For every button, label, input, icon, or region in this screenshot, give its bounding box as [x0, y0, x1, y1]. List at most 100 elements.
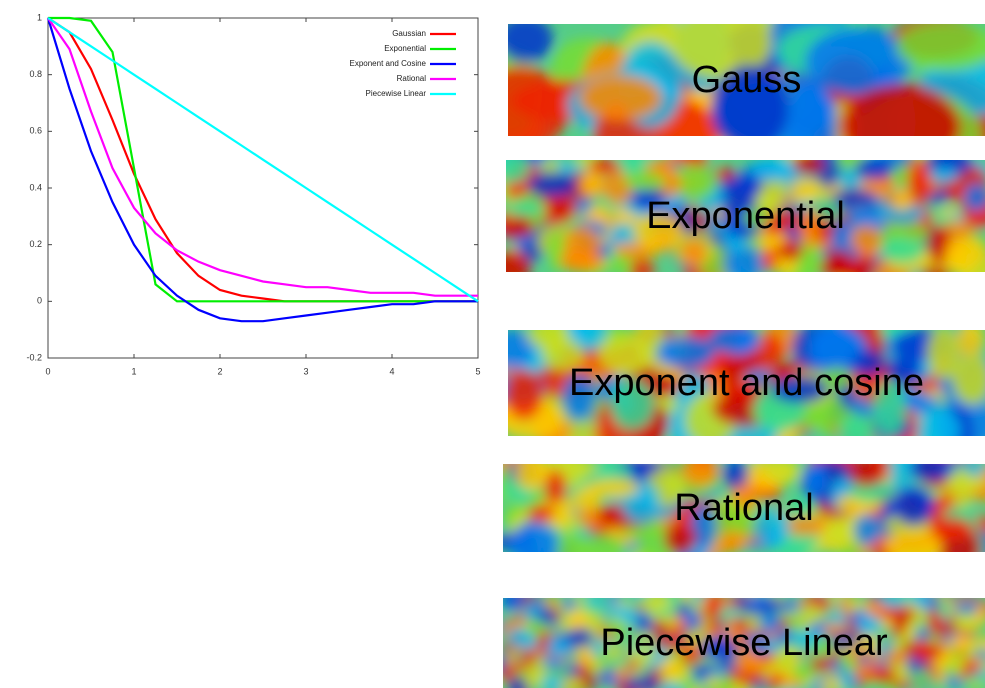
blob [503, 593, 529, 604]
blob [551, 200, 573, 216]
blob [765, 457, 801, 484]
panel: Piecewise Linear [493, 589, 985, 688]
blob [885, 650, 908, 664]
legend-label: Piecewise Linear [366, 89, 427, 98]
panel: Gauss [472, 0, 985, 180]
blob [865, 669, 890, 678]
blob [508, 627, 531, 647]
y-tick-label: 0 [37, 296, 42, 306]
blob [880, 238, 925, 264]
blob [840, 85, 961, 169]
blob [580, 172, 603, 197]
blob [579, 603, 602, 612]
blob [951, 638, 978, 648]
panel: Exponential [486, 141, 985, 288]
blob [667, 592, 683, 606]
blob [629, 259, 655, 282]
blob [498, 150, 530, 184]
blob [559, 249, 604, 273]
legend-label: Exponent and Cosine [350, 59, 427, 68]
panel-label: Piecewise Linear [600, 622, 888, 664]
blob [945, 238, 985, 271]
blob [913, 640, 934, 663]
blob [778, 242, 804, 261]
blob [706, 594, 723, 616]
y-tick-label: 1 [37, 12, 42, 22]
blob [879, 594, 907, 607]
blob [527, 504, 554, 522]
blob [937, 600, 952, 614]
blob [855, 157, 894, 180]
y-tick-label: 0.4 [29, 182, 42, 192]
blob [824, 249, 853, 273]
blob [749, 157, 795, 181]
blob [709, 324, 761, 354]
blob [894, 486, 933, 526]
blob [757, 594, 773, 603]
blob [601, 674, 619, 684]
y-tick-label: 0.2 [29, 239, 42, 249]
blob [930, 518, 973, 542]
blob [546, 638, 572, 656]
page: -0.200.20.40.60.81012345GaussianExponent… [0, 0, 985, 688]
blob [579, 534, 624, 564]
panel: Exponent and cosine [481, 311, 985, 460]
panel: Rational [485, 443, 985, 571]
blob [935, 638, 947, 649]
blob [893, 607, 915, 623]
blob [569, 627, 593, 647]
blob [957, 321, 984, 358]
blob [579, 75, 661, 120]
blob [509, 522, 558, 566]
blob [950, 468, 973, 509]
x-tick-label: 5 [475, 366, 480, 376]
blob [928, 167, 958, 183]
blob [791, 153, 824, 174]
x-tick-label: 3 [303, 366, 308, 376]
blob [951, 657, 964, 671]
blob [486, 251, 531, 285]
x-tick-label: 0 [45, 366, 50, 376]
x-tick-label: 1 [131, 366, 136, 376]
blob [498, 16, 552, 63]
x-tick-label: 4 [389, 366, 394, 376]
blob [491, 329, 534, 369]
blob [515, 454, 549, 491]
blob [909, 454, 953, 482]
blob [544, 657, 563, 669]
blob [586, 479, 639, 497]
blob [528, 172, 577, 197]
blob [505, 370, 543, 420]
blob [681, 456, 720, 486]
blob [845, 599, 871, 610]
blob [528, 321, 569, 349]
blob [849, 459, 884, 487]
panel-label: Gauss [692, 59, 802, 101]
panel-label: Exponential [646, 195, 845, 237]
blob [915, 409, 960, 452]
y-tick-label: 0.8 [29, 69, 42, 79]
blob [644, 591, 663, 614]
panel-label: Exponent and cosine [569, 362, 924, 404]
blob [512, 652, 524, 661]
blob [624, 171, 667, 191]
blob [769, 673, 786, 687]
blob [927, 608, 939, 630]
blob [692, 665, 710, 677]
blob [952, 613, 974, 632]
blob [681, 240, 707, 266]
blob [854, 514, 881, 546]
x-tick-label: 2 [217, 366, 222, 376]
y-tick-label: 0.6 [29, 126, 42, 136]
blob [506, 200, 544, 216]
plot-frame [48, 18, 478, 358]
blob [507, 216, 534, 239]
y-tick-label: -0.2 [26, 352, 42, 362]
legend-label: Rational [397, 74, 427, 83]
panel-label: Rational [674, 487, 813, 529]
legend-label: Gaussian [392, 29, 426, 38]
blob [562, 597, 577, 611]
blob [544, 596, 556, 606]
blob [718, 532, 748, 551]
blob [723, 456, 749, 488]
